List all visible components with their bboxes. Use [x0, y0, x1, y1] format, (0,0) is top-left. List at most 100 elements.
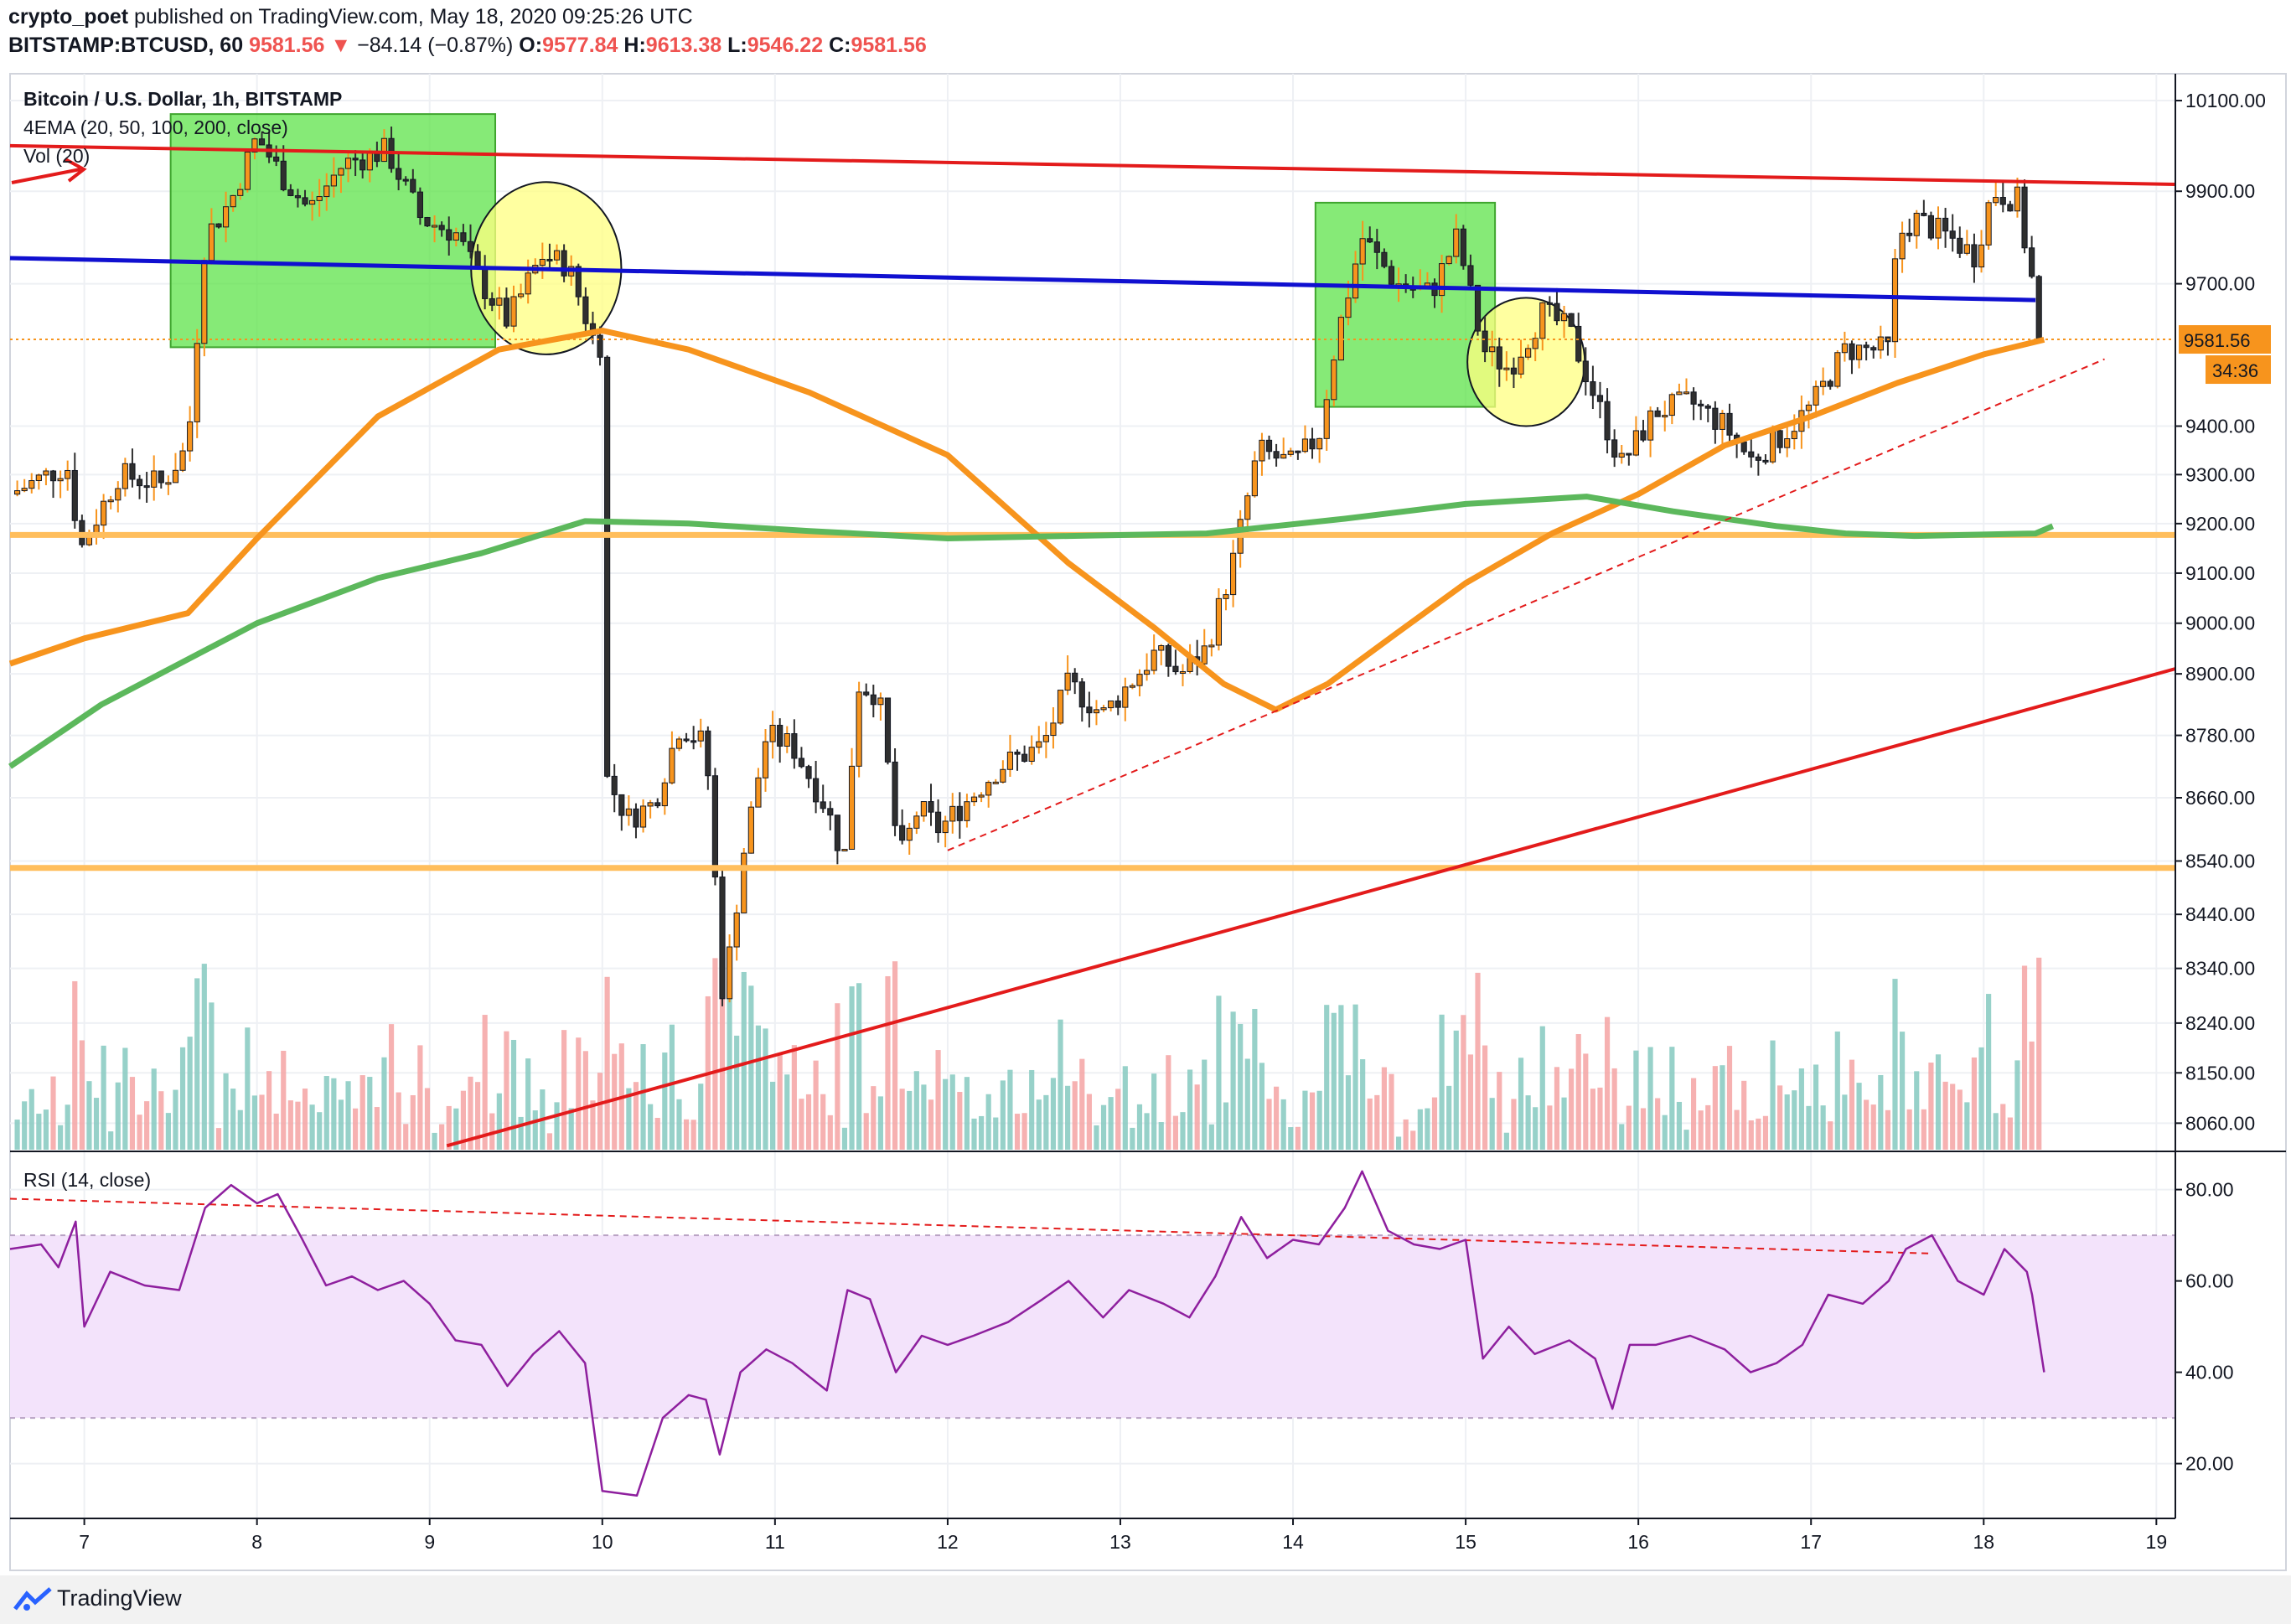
volume-bar — [1813, 1064, 1819, 1150]
trendline — [9, 256, 2036, 303]
countdown-label: 34:36 — [2212, 360, 2258, 381]
candle-body — [107, 499, 114, 503]
candle-body — [1935, 217, 1942, 239]
volume-bar — [964, 1077, 970, 1150]
author-name[interactable]: crypto_poet — [8, 5, 129, 28]
trendline — [947, 358, 2105, 851]
candle-body — [1805, 404, 1813, 411]
candle-body — [654, 802, 661, 807]
candle-body — [970, 796, 978, 803]
axes: 10100.00 9900.00 9700.00 9400.00 9300.00 9200… — [79, 90, 2271, 1553]
volume-bar — [1381, 1067, 1387, 1150]
candle-body — [316, 196, 323, 201]
volume-bar — [101, 1045, 106, 1150]
candle-body — [647, 802, 654, 807]
volume-bar — [835, 1003, 840, 1150]
candle-body — [1453, 228, 1460, 257]
candle-body — [1373, 241, 1380, 253]
candle-body — [344, 158, 352, 169]
candle-body — [1265, 439, 1273, 453]
candle-body — [546, 258, 553, 261]
candle-body — [1525, 348, 1532, 358]
volume-bar — [1756, 1118, 1761, 1150]
volume-bar — [669, 1024, 675, 1150]
volume-bar — [683, 1119, 690, 1150]
candle-body — [1064, 672, 1071, 691]
volume-bar — [1619, 1124, 1625, 1150]
volume-bar — [468, 1076, 473, 1150]
chart-title: Bitcoin / U.S. Dollar, 1h, BITSTAMP — [23, 88, 343, 110]
volume-bar — [546, 1133, 553, 1150]
candle-body — [1136, 674, 1143, 686]
volume-bar — [1820, 1105, 1826, 1150]
candle-body — [525, 272, 531, 295]
price-tick-label: 10100.00 — [2185, 90, 2266, 111]
candle-body — [769, 724, 776, 742]
candle-body — [618, 794, 625, 816]
price-badge — [2179, 325, 2271, 354]
candle-body — [1215, 597, 1223, 646]
candle-body — [352, 158, 359, 161]
volume-bar — [1683, 1130, 1689, 1150]
volume-bar — [1166, 1055, 1171, 1150]
trendline — [9, 143, 2176, 186]
volume-bar — [985, 1094, 991, 1150]
candle-body — [741, 852, 747, 913]
date-tick-label: 18 — [1973, 1531, 1994, 1553]
volume-bar — [1892, 979, 1898, 1150]
volume-bar — [935, 1050, 941, 1150]
volume-bar — [86, 1081, 92, 1150]
volume-bar — [1691, 1078, 1697, 1150]
price-tick-label: 9200.00 — [2185, 513, 2255, 535]
candle-body — [949, 805, 956, 822]
volume-bar — [1928, 1063, 1934, 1150]
candle-body — [1740, 441, 1747, 453]
candle-body — [1820, 380, 1827, 387]
rsi-legend[interactable]: RSI (14, close) — [23, 1169, 152, 1191]
volume-bar — [245, 1027, 251, 1150]
price-tick-label: 9400.00 — [2185, 416, 2255, 437]
candle-body — [251, 138, 258, 153]
volume-legend[interactable]: Vol (20) — [23, 145, 91, 167]
low-label: L: — [727, 34, 747, 57]
volume-bar — [259, 1094, 265, 1150]
candle-body — [813, 778, 820, 803]
volume-bar — [1590, 1089, 1595, 1150]
candle-body — [1086, 706, 1093, 714]
volume-bar — [1935, 1054, 1942, 1150]
candle-body — [719, 877, 726, 1000]
trendline — [446, 667, 2176, 1148]
candle-body — [1927, 215, 1935, 239]
candle-body — [992, 781, 999, 784]
volume-bar — [640, 1044, 646, 1150]
tradingview-brand[interactable]: TradingView — [57, 1585, 182, 1611]
volume-bar — [14, 1120, 20, 1150]
volume-bar — [626, 1088, 632, 1150]
volume-bar — [1122, 1066, 1128, 1150]
candle-body — [71, 469, 78, 521]
candle-body — [1647, 410, 1654, 441]
candle-body — [1072, 672, 1078, 683]
candle-body — [1367, 238, 1373, 243]
volume-bar — [1964, 1102, 1970, 1150]
volume-bar — [1094, 1125, 1099, 1150]
volume-bar — [144, 1101, 150, 1150]
volume-bar — [971, 1118, 977, 1150]
volume-bar — [1569, 1068, 1575, 1150]
candle-body — [1460, 228, 1466, 266]
candle-body — [1014, 752, 1021, 755]
ema-legend[interactable]: 4EMA (20, 50, 100, 200, close) — [23, 116, 288, 138]
tradingview-logo-icon[interactable] — [13, 1587, 52, 1612]
date-tick-label: 15 — [1455, 1531, 1476, 1553]
candle-body — [1316, 437, 1323, 450]
volume-bar — [805, 1094, 812, 1150]
volume-bar — [1395, 1136, 1402, 1150]
candle-body — [1957, 237, 1963, 254]
ema-line — [8, 494, 2055, 769]
candle-body — [1870, 347, 1877, 351]
volume-bar — [338, 1099, 344, 1150]
candle-body — [1345, 297, 1352, 318]
chart-frame — [9, 73, 2287, 1571]
volume-bar — [849, 986, 855, 1150]
